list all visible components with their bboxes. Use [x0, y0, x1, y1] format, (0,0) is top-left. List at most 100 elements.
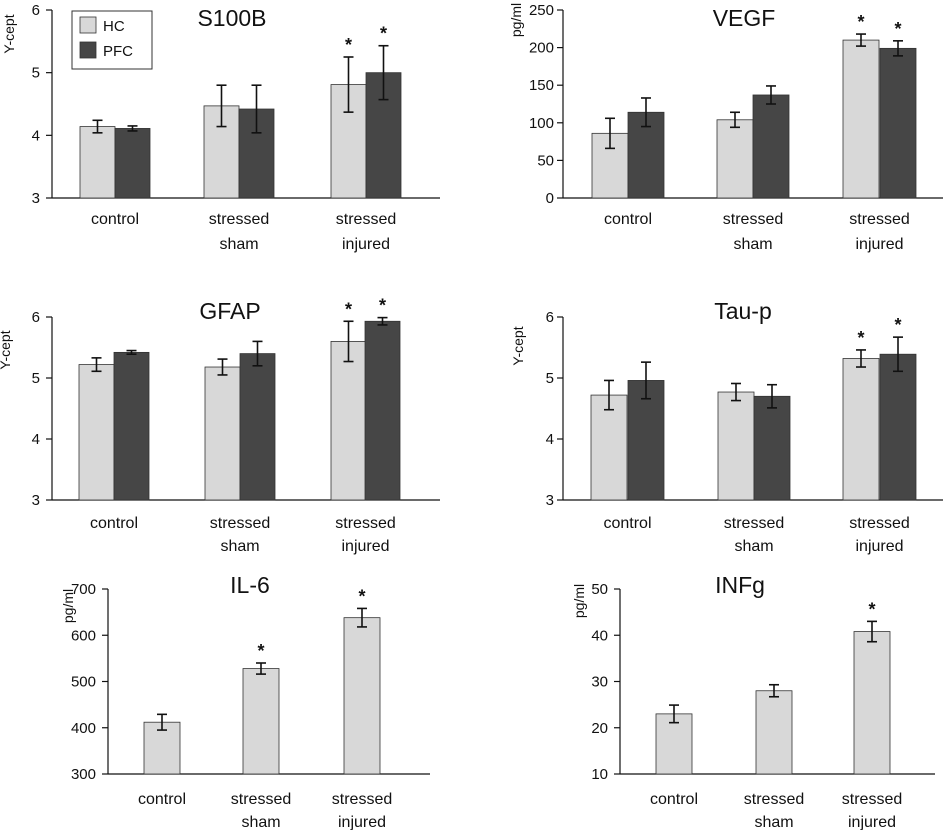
y-tick-label: 500	[71, 674, 96, 691]
category-label: injured	[341, 538, 389, 555]
category-label: stressed	[210, 515, 270, 532]
category-label: injured	[342, 236, 390, 253]
bar-hc-1	[716, 119, 754, 199]
legend-swatch-pfc	[79, 41, 97, 59]
significance-marker: *	[358, 586, 365, 606]
y-tick-label: 6	[32, 2, 40, 19]
y-axis-label: pg/ml	[60, 589, 76, 623]
significance-marker: *	[345, 35, 352, 55]
y-axis-label: pg/ml	[508, 3, 524, 37]
bar-hc-2	[853, 631, 891, 775]
bar-pfc-1	[752, 94, 790, 199]
legend-swatch-hc	[79, 16, 97, 34]
y-tick-label: 700	[71, 581, 96, 598]
bar-hc-0	[590, 394, 628, 501]
significance-marker: *	[380, 24, 387, 44]
y-tick-label: 600	[71, 627, 96, 644]
significance-marker: *	[857, 328, 864, 348]
bar-hc-0	[655, 713, 693, 775]
y-tick-label: 4	[32, 127, 40, 144]
chart-title: VEGF	[713, 5, 776, 31]
category-label: sham	[219, 236, 258, 253]
chart-panel-1: VEGF pg/ml 0 50 100 150 200 250 * * control stresse…	[508, 2, 943, 253]
y-tick-label: 30	[591, 674, 608, 691]
chart-title: INFg	[715, 572, 765, 598]
significance-marker: *	[345, 299, 352, 319]
category-label: stressed	[723, 211, 783, 228]
category-label: sham	[754, 814, 793, 830]
bar-pfc-2	[879, 47, 917, 199]
category-label: injured	[855, 236, 903, 253]
y-tick-label: 4	[546, 431, 554, 448]
significance-marker: *	[868, 599, 875, 619]
category-label: sham	[734, 538, 773, 555]
y-tick-label: 5	[32, 65, 40, 82]
chart-panel-3: Tau-p Y-cept 3 4 5 6 * * control stressed sham stre…	[510, 298, 943, 555]
category-label: stressed	[849, 515, 909, 532]
category-label: stressed	[332, 791, 392, 808]
category-label: injured	[338, 814, 386, 830]
category-label: injured	[855, 538, 903, 555]
bar-pfc-1	[239, 353, 276, 501]
significance-marker: *	[857, 12, 864, 32]
category-label: control	[138, 791, 186, 808]
y-tick-label: 250	[529, 2, 554, 19]
y-tick-label: 3	[32, 190, 40, 207]
bar-hc-2	[842, 39, 880, 199]
category-label: control	[650, 791, 698, 808]
significance-marker: *	[379, 296, 386, 316]
bar-pfc-0	[114, 128, 151, 199]
category-label: control	[604, 211, 652, 228]
significance-marker: *	[894, 19, 901, 39]
category-label: control	[90, 515, 138, 532]
bar-hc-0	[78, 364, 115, 501]
chart-title: Tau-p	[714, 298, 772, 324]
y-tick-label: 5	[546, 370, 554, 387]
y-axis-label: Y-cept	[0, 330, 13, 369]
chart-title: S100B	[197, 5, 266, 31]
y-tick-label: 0	[546, 190, 554, 207]
bar-hc-2	[842, 358, 880, 501]
bar-pfc-1	[753, 395, 791, 501]
category-label: stressed	[231, 791, 291, 808]
bar-hc-1	[755, 690, 793, 775]
bar-hc-1	[242, 668, 280, 775]
y-tick-label: 20	[591, 720, 608, 737]
bar-hc-0	[79, 126, 116, 199]
category-label: injured	[848, 814, 896, 830]
category-label: sham	[241, 814, 280, 830]
bar-hc-1	[204, 366, 241, 501]
category-label: stressed	[336, 211, 396, 228]
chart-title: GFAP	[199, 298, 260, 324]
category-label: stressed	[724, 515, 784, 532]
chart-title: IL-6	[230, 572, 270, 598]
y-tick-label: 4	[32, 431, 40, 448]
y-axis-label: pg/ml	[571, 584, 587, 618]
significance-marker: *	[894, 315, 901, 335]
y-tick-label: 6	[32, 309, 40, 326]
y-tick-label: 3	[546, 492, 554, 509]
category-label: stressed	[209, 211, 269, 228]
y-tick-label: 200	[529, 40, 554, 57]
bar-hc-2	[330, 340, 367, 501]
category-label: stressed	[335, 515, 395, 532]
chart-panel-5: INFg pg/ml 10 20 30 40 50 * control stressed sham s…	[571, 572, 935, 830]
category-label: stressed	[842, 791, 902, 808]
category-label: control	[603, 515, 651, 532]
significance-marker: *	[257, 641, 264, 661]
y-tick-label: 400	[71, 720, 96, 737]
legend-label-pfc: PFC	[103, 43, 133, 60]
category-label: control	[91, 211, 139, 228]
legend-label-hc: HC	[103, 18, 125, 35]
category-label: sham	[220, 538, 259, 555]
y-axis-label: Y-cept	[1, 14, 17, 53]
chart-panel-0: S100B Y-cept 3 4 5 6 * * control stressed sham stre…	[1, 2, 440, 253]
y-tick-label: 50	[537, 152, 554, 169]
bar-pfc-0	[627, 380, 665, 501]
y-tick-label: 5	[32, 370, 40, 387]
category-label: stressed	[849, 211, 909, 228]
y-tick-label: 3	[32, 492, 40, 509]
category-label: sham	[733, 236, 772, 253]
bar-pfc-0	[113, 351, 150, 501]
